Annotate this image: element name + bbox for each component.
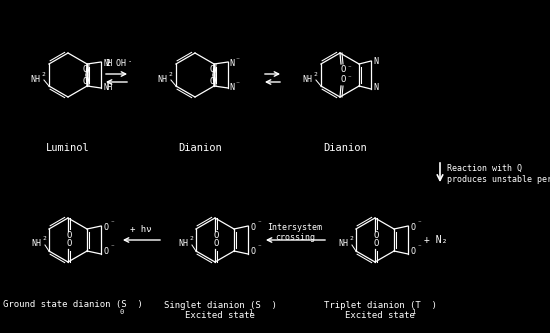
- Text: O: O: [82, 77, 88, 86]
- Text: ⁻: ⁻: [235, 56, 239, 65]
- Text: NH: NH: [178, 239, 188, 248]
- Text: ⁻: ⁻: [257, 220, 261, 226]
- Text: O: O: [373, 231, 379, 240]
- Text: 2: 2: [168, 72, 172, 77]
- Text: Dianion: Dianion: [178, 143, 222, 153]
- Text: ⁻: ⁻: [347, 65, 351, 71]
- Text: ⁻: ⁻: [257, 244, 261, 250]
- Text: O: O: [213, 231, 219, 240]
- Text: Triplet dianion (T  ): Triplet dianion (T ): [323, 300, 437, 309]
- Text: 0: 0: [120, 309, 124, 315]
- Text: NH: NH: [31, 239, 41, 248]
- Text: O: O: [210, 77, 215, 86]
- Text: O: O: [210, 65, 215, 74]
- Text: O: O: [340, 66, 346, 75]
- Text: N: N: [229, 59, 234, 68]
- Text: + N₂: + N₂: [424, 235, 448, 245]
- Text: produces unstable peroxide: produces unstable peroxide: [447, 174, 550, 183]
- Text: O: O: [410, 223, 415, 232]
- Text: Luminol: Luminol: [46, 143, 90, 153]
- Text: O: O: [67, 231, 72, 240]
- Text: NH: NH: [302, 75, 312, 84]
- Text: Intersystem: Intersystem: [267, 223, 322, 232]
- Text: 2: 2: [313, 72, 317, 77]
- Text: ⁻: ⁻: [417, 220, 421, 226]
- Text: NH: NH: [103, 83, 112, 92]
- Text: NH: NH: [338, 239, 348, 248]
- Text: 2: 2: [189, 236, 193, 241]
- Text: N: N: [373, 58, 378, 67]
- Text: NH: NH: [103, 59, 112, 68]
- Text: 2: 2: [349, 236, 353, 241]
- Text: O: O: [213, 239, 219, 248]
- Text: 1: 1: [411, 309, 415, 315]
- Text: Ground state dianion (S  ): Ground state dianion (S ): [3, 300, 143, 309]
- Text: ⁻: ⁻: [235, 80, 239, 89]
- Text: O: O: [103, 223, 108, 232]
- Text: ⁻: ⁻: [417, 244, 421, 250]
- Text: 1: 1: [248, 309, 252, 315]
- Text: ⁻: ⁻: [110, 244, 114, 250]
- Text: O: O: [373, 239, 379, 248]
- Text: O: O: [67, 239, 72, 248]
- Text: crossing: crossing: [275, 233, 315, 242]
- Text: + hν: + hν: [130, 225, 152, 234]
- Text: Excited state: Excited state: [185, 310, 255, 319]
- Text: N: N: [373, 84, 378, 93]
- Text: -: -: [128, 58, 132, 64]
- Text: Reaction with Q: Reaction with Q: [447, 164, 522, 172]
- Text: 2 OH: 2 OH: [106, 60, 126, 69]
- Text: ⁻: ⁻: [347, 75, 351, 81]
- Text: O: O: [250, 223, 255, 232]
- Text: O: O: [410, 247, 415, 256]
- Text: ⁻: ⁻: [110, 220, 114, 226]
- Text: Singlet dianion (S  ): Singlet dianion (S ): [163, 300, 277, 309]
- Text: Dianion: Dianion: [323, 143, 367, 153]
- Text: Excited state: Excited state: [345, 310, 415, 319]
- Text: O: O: [82, 65, 88, 74]
- Text: NH: NH: [157, 75, 167, 84]
- Text: 2: 2: [42, 236, 46, 241]
- Text: 2: 2: [41, 72, 45, 77]
- Text: O: O: [103, 247, 108, 256]
- Text: O: O: [250, 247, 255, 256]
- Text: N: N: [229, 83, 234, 92]
- Text: O: O: [340, 76, 346, 85]
- Text: NH: NH: [30, 75, 40, 84]
